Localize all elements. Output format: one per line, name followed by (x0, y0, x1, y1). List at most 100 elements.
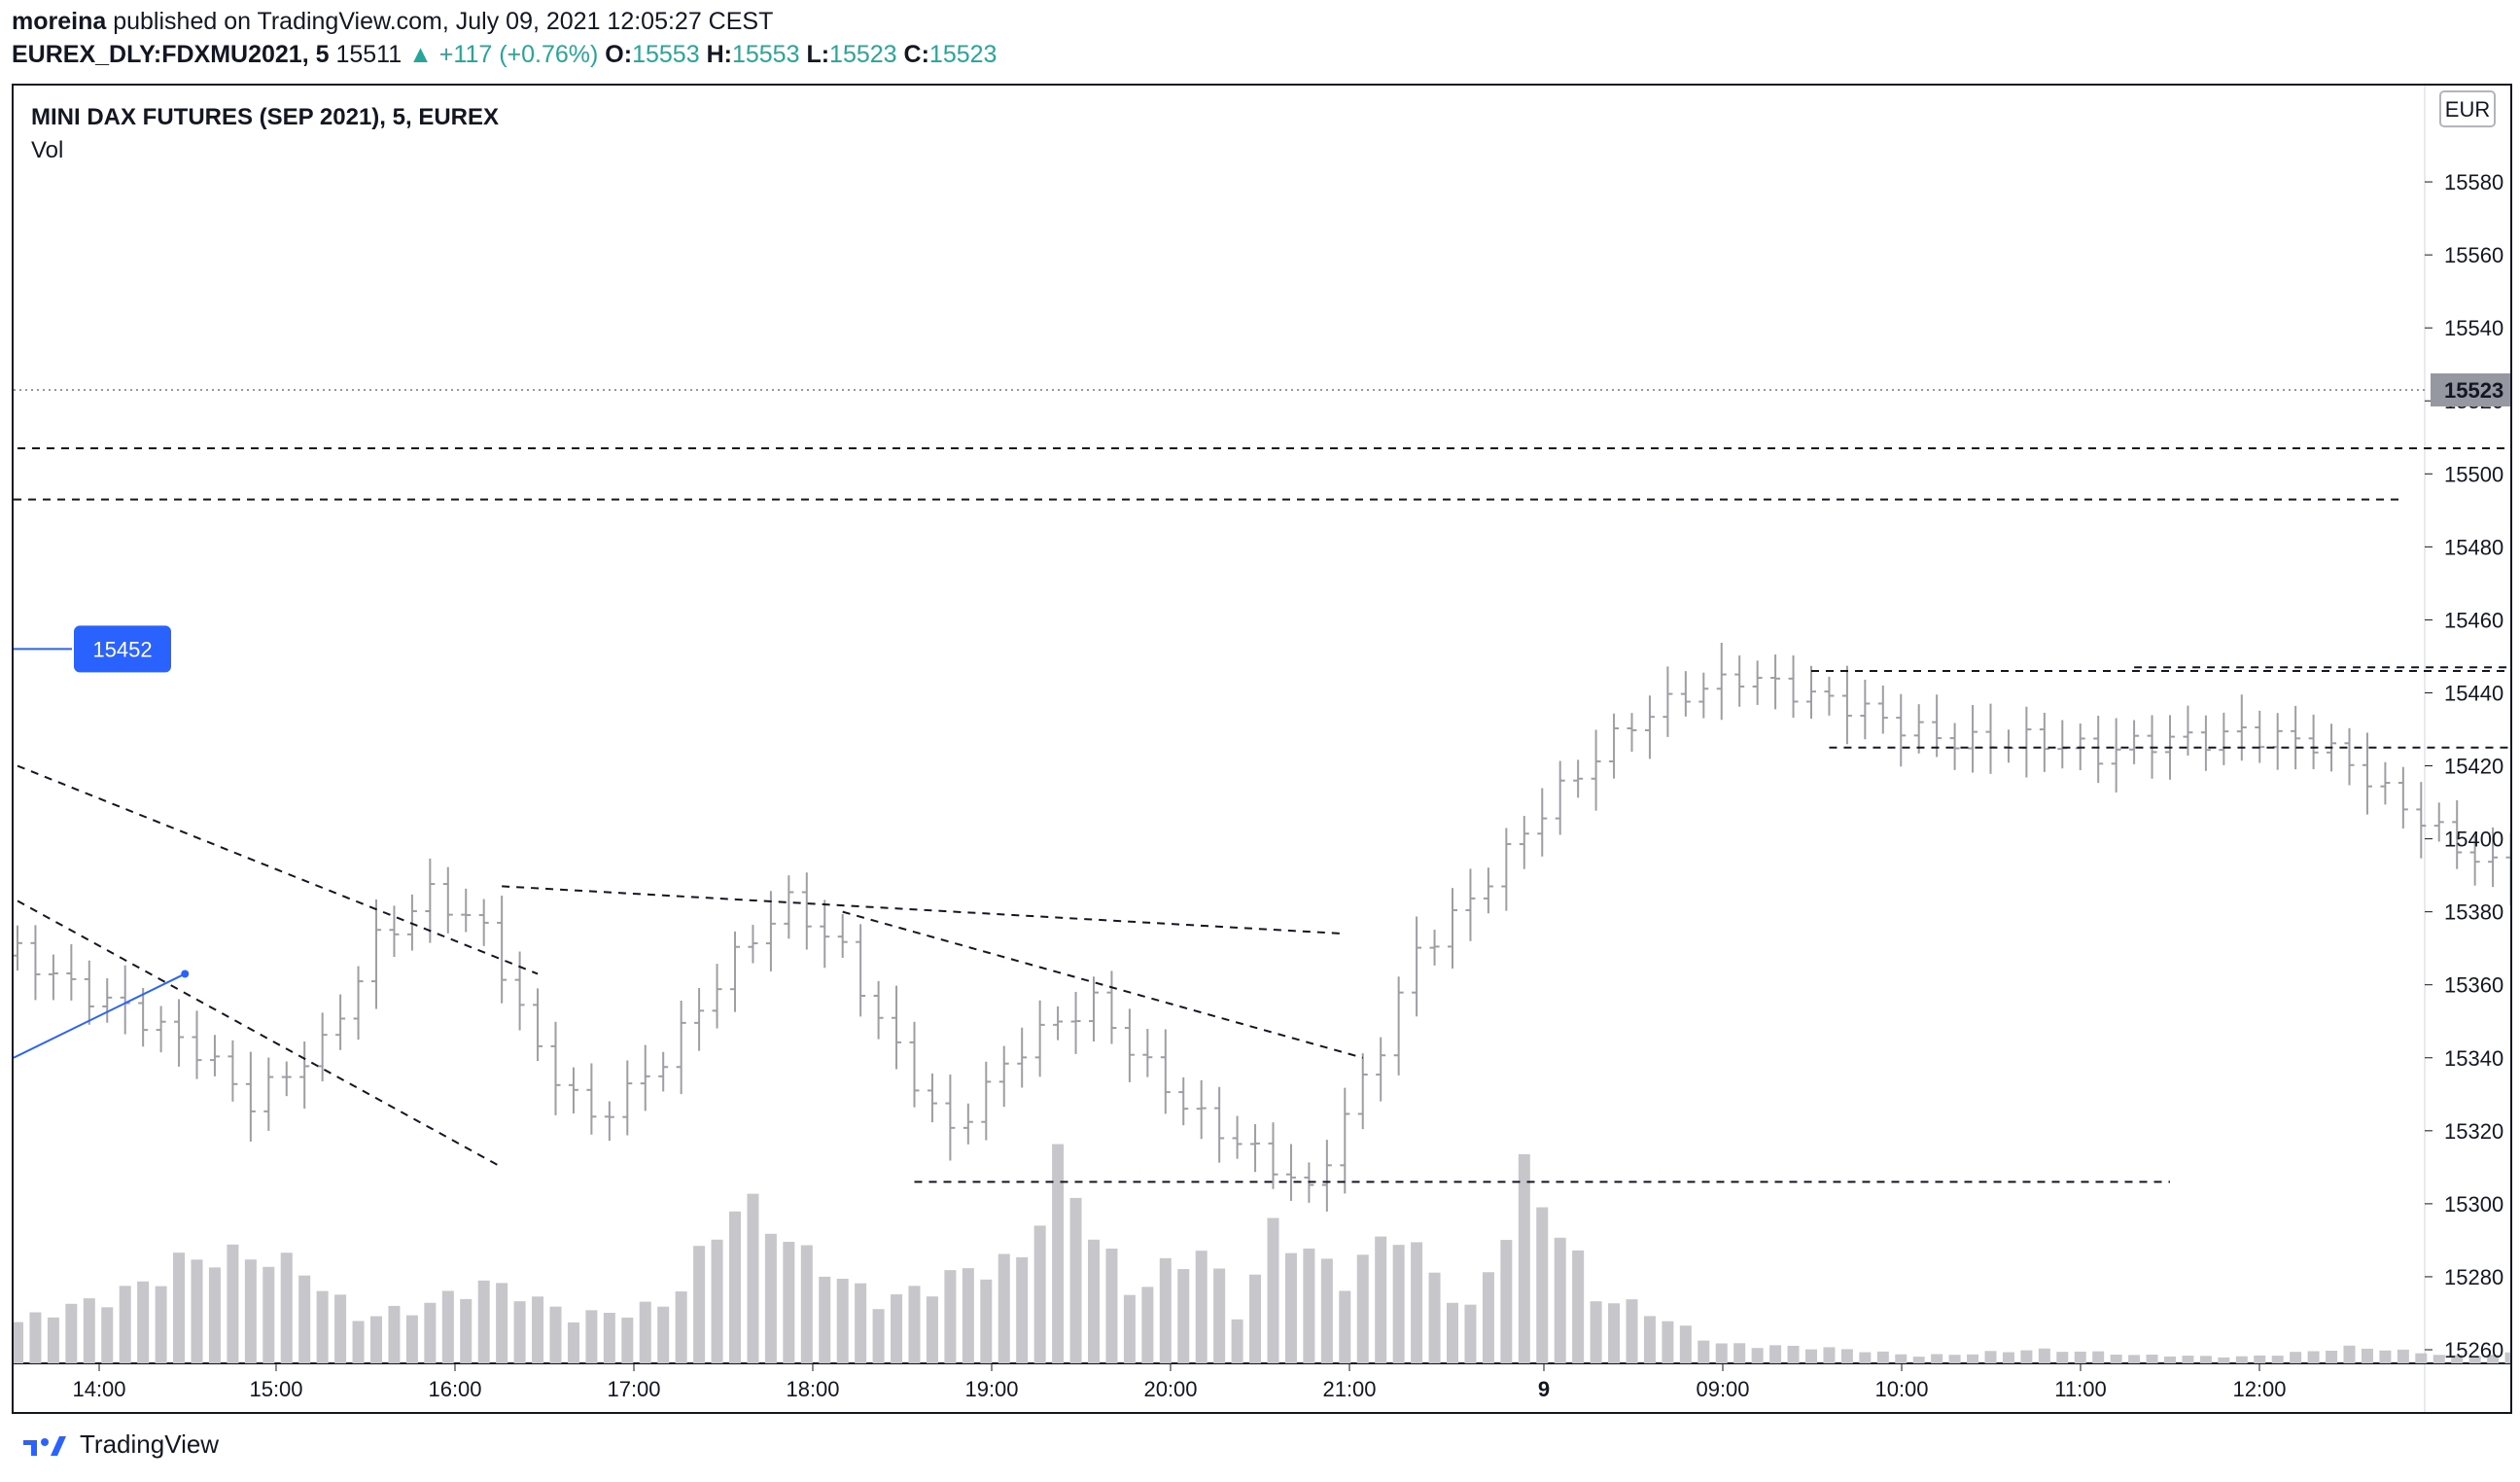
volume-bar (711, 1239, 723, 1363)
volume-bar (405, 1315, 418, 1363)
x-tick-label: 16:00 (428, 1377, 481, 1401)
x-tick-label: 14:00 (72, 1377, 125, 1401)
volume-bar (1733, 1343, 1746, 1363)
volume-bar (926, 1296, 938, 1363)
y-tick-label: 15280 (2444, 1265, 2503, 1289)
volume-bar (1428, 1272, 1441, 1363)
volume-bar (1231, 1319, 1243, 1363)
volume-bar (441, 1290, 454, 1363)
volume-bar (693, 1246, 706, 1363)
volume-bar (603, 1312, 615, 1363)
volume-bar (621, 1317, 634, 1363)
volume-bar (1554, 1237, 1566, 1363)
volume-bar (227, 1244, 239, 1363)
volume-bar (2056, 1352, 2069, 1363)
volume-bar (1662, 1321, 1674, 1363)
volume-bar (83, 1298, 95, 1363)
author-name: moreina (12, 8, 107, 35)
volume-bar (29, 1312, 42, 1363)
chart-frame[interactable]: MINI DAX FUTURES (SEP 2021), 5, EUREX Vol… (12, 84, 2512, 1414)
volume-bar (1088, 1239, 1100, 1363)
volume-bar (2128, 1355, 2141, 1363)
volume-bar (1016, 1256, 1029, 1363)
volume-bar (800, 1245, 813, 1363)
volume-bar (334, 1294, 347, 1363)
volume-bar (316, 1290, 329, 1363)
volume-bar (549, 1306, 562, 1363)
volume-bar (980, 1279, 993, 1363)
volume-bar (1679, 1325, 1692, 1363)
volume-bar (1177, 1269, 1190, 1363)
volume-bar (532, 1296, 544, 1363)
volume-bar (2271, 1356, 2284, 1363)
volume-bar (1536, 1207, 1549, 1363)
volume-bar (1967, 1354, 1979, 1363)
volume-bar (1948, 1355, 1961, 1363)
y-tick-label: 15500 (2444, 462, 2503, 486)
currency-box (2439, 90, 2496, 127)
close-label: C: (903, 41, 929, 68)
volume-bar (1895, 1354, 1908, 1363)
x-tick-label: 18:00 (786, 1377, 839, 1401)
volume-bar (2451, 1355, 2464, 1363)
volume-bar (1411, 1242, 1423, 1363)
volume-bar (352, 1321, 365, 1363)
low-value: 15523 (829, 41, 897, 68)
volume-bar (2002, 1352, 2014, 1363)
volume-bar (836, 1279, 849, 1363)
trend-line (502, 885, 1346, 935)
volume-bar (1769, 1345, 1782, 1363)
volume-bar (1033, 1225, 1046, 1363)
volume-bar (855, 1283, 867, 1363)
volume-bar (2092, 1351, 2105, 1363)
volume-bar (1159, 1257, 1172, 1363)
low-label: L: (806, 41, 830, 68)
chart-subtitle: Vol (31, 137, 63, 163)
volume-bar (1392, 1245, 1405, 1363)
x-tick-label: 11:00 (2054, 1377, 2106, 1401)
volume-bar (1912, 1357, 1925, 1363)
volume-bar (908, 1286, 921, 1363)
volume-bar (1356, 1254, 1369, 1363)
volume-bar (2235, 1356, 2248, 1363)
volume-bar (2164, 1356, 2176, 1363)
brand-name: TradingView (80, 1429, 220, 1459)
footer-brand[interactable]: TradingView (21, 1429, 219, 1460)
volume-bar (1751, 1348, 1764, 1363)
volume-bar (2326, 1350, 2338, 1363)
volume-bar (1823, 1347, 1836, 1363)
volume-bar (1715, 1343, 1728, 1363)
volume-bar (962, 1268, 974, 1363)
volume-bar (639, 1301, 651, 1363)
trend-line (17, 900, 503, 1169)
volume-bar (47, 1317, 59, 1363)
x-tick-label: 15:00 (249, 1377, 302, 1401)
volume-bar (1213, 1268, 1226, 1363)
y-tick-label: 15360 (2444, 973, 2503, 998)
volume-bar (1375, 1236, 1387, 1363)
x-tick-label: 19:00 (964, 1377, 1018, 1401)
open-value: 15553 (632, 41, 700, 68)
volume-bar (2218, 1357, 2230, 1363)
volume-bar (872, 1309, 885, 1363)
volume-bar (1303, 1248, 1315, 1363)
x-tick-label: 20:00 (1143, 1377, 1197, 1401)
y-tick-label: 15400 (2444, 828, 2503, 852)
x-tick-label: 09:00 (1696, 1377, 1749, 1401)
volume-bar (1320, 1258, 1333, 1363)
y-tick-label: 15340 (2444, 1046, 2503, 1071)
y-tick-label: 15380 (2444, 900, 2503, 925)
chart-title: MINI DAX FUTURES (SEP 2021), 5, EUREX (31, 104, 499, 130)
currency-label: EUR (2445, 97, 2490, 122)
callout-box (74, 625, 171, 673)
x-tick-label: 21:00 (1322, 1377, 1376, 1401)
open-label: O: (605, 41, 633, 68)
volume-bar (2020, 1350, 2033, 1363)
volume-bar (998, 1253, 1010, 1363)
volume-bar (1500, 1240, 1513, 1363)
x-tick-label: 17:00 (607, 1377, 660, 1401)
price-chart[interactable]: MINI DAX FUTURES (SEP 2021), 5, EUREX Vol… (14, 86, 2510, 1412)
change-up-icon: ▲ (408, 41, 433, 68)
volume-bar (1859, 1352, 1872, 1363)
volume-bar (729, 1211, 741, 1363)
